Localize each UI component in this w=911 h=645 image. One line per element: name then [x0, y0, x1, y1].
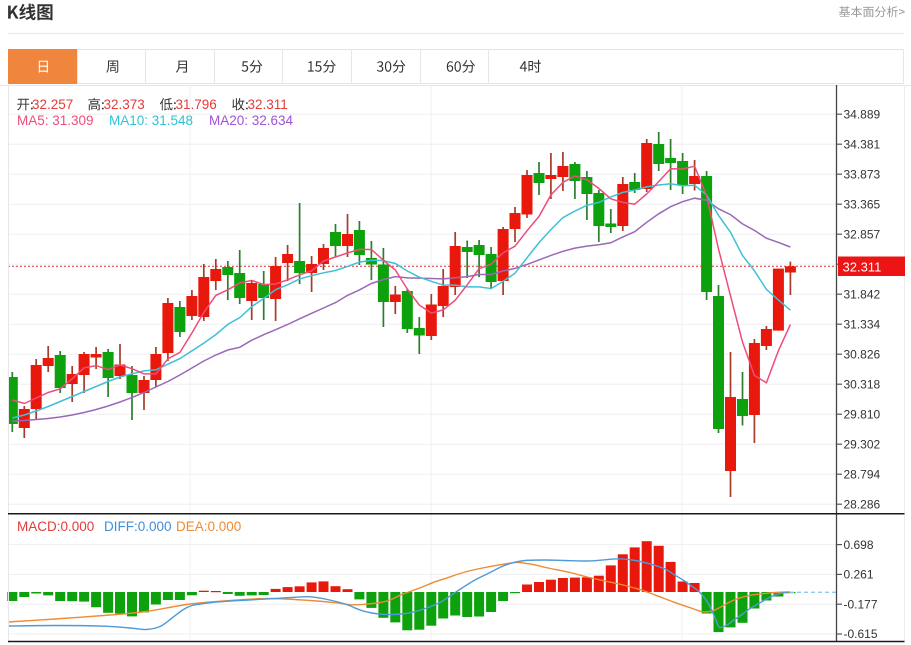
svg-text:-0.177: -0.177 [844, 597, 878, 611]
svg-text:0.698: 0.698 [844, 538, 874, 552]
svg-text:30.318: 30.318 [844, 377, 881, 391]
svg-text:31.842: 31.842 [844, 287, 881, 301]
svg-text:0.261: 0.261 [844, 568, 874, 582]
svg-text:32.857: 32.857 [844, 227, 881, 241]
svg-text:30.826: 30.826 [844, 347, 881, 361]
svg-text:29.810: 29.810 [844, 407, 881, 421]
svg-text:32.311: 32.311 [843, 260, 882, 275]
svg-text:28.286: 28.286 [844, 497, 881, 511]
svg-text:28.794: 28.794 [844, 467, 881, 481]
svg-text:31.334: 31.334 [844, 317, 881, 331]
svg-text:29.302: 29.302 [844, 437, 881, 451]
svg-text:-0.615: -0.615 [844, 627, 878, 641]
svg-text:34.381: 34.381 [844, 137, 881, 151]
svg-text:34.889: 34.889 [844, 107, 881, 121]
svg-text:33.873: 33.873 [844, 167, 881, 181]
svg-text:33.365: 33.365 [844, 197, 881, 211]
